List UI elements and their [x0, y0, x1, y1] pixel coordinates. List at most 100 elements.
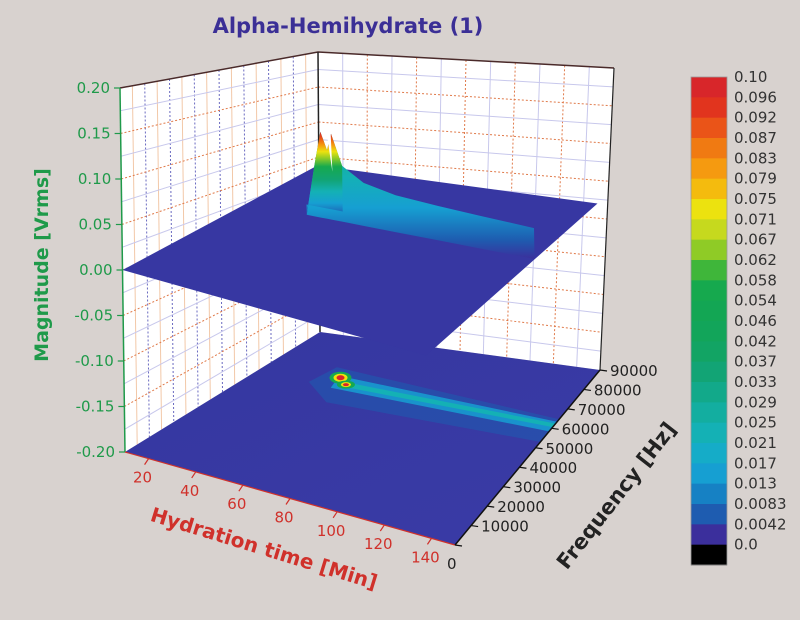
x-tick-mark: [285, 498, 291, 505]
colorbar: 0.10 0.096 0.092 0.087 0.083 0.079 0.075 0.071 0…: [690, 68, 787, 566]
z-tick-label: -0.05: [74, 307, 113, 325]
colorbar-label: 0.075: [734, 190, 777, 208]
z-tick-label: -0.20: [76, 443, 115, 461]
floor-hotspot: [342, 383, 349, 387]
x-tick-label: 80: [274, 509, 293, 527]
x-tick-mark: [426, 538, 432, 545]
colorbar-frame: [690, 76, 728, 566]
grid-line: [120, 104, 319, 157]
grid-line: [318, 104, 612, 126]
y-tick-mark: [487, 505, 495, 508]
x-tick-label: 40: [180, 482, 199, 500]
colorbar-label: 0.079: [734, 170, 777, 188]
colorbar-swatch: [691, 158, 727, 180]
colorbar-swatch: [691, 463, 727, 485]
colorbar-swatch: [691, 77, 727, 98]
colorbar-label: 0.083: [734, 149, 777, 167]
y-tick-mark: [471, 524, 479, 528]
y-tick-mark: [567, 408, 575, 411]
z-tick-label: -0.10: [75, 352, 114, 370]
z-axis: 0.20 0.15 0.10 0.05 0.00 -0.05 -0.10 -0.15 -0.20: [74, 79, 126, 461]
x-tick-mark: [144, 458, 150, 465]
x-axis-label: Hydration time [Min]: [148, 502, 381, 594]
y-tick-label: 50000: [546, 440, 594, 458]
x-tick-label: 140: [411, 548, 440, 566]
colorbar-label: 0.037: [734, 353, 777, 371]
grid-line: [318, 156, 609, 182]
y-tick-mark: [551, 427, 559, 430]
colorbar-label: 0.025: [734, 414, 777, 432]
colorbar-swatch: [691, 544, 727, 566]
y-tick-mark: [583, 388, 591, 392]
y-tick-label: 70000: [578, 401, 626, 419]
x-tick-label: 60: [227, 495, 246, 513]
grid-line: [506, 62, 516, 358]
y-tick-label: 20000: [497, 498, 545, 516]
colorbar-swatch: [691, 504, 727, 525]
x-tick-mark: [191, 471, 197, 479]
colorbar-label: 0.062: [734, 251, 777, 269]
peak-notch: [326, 132, 333, 172]
colorbar-label: 0.017: [734, 454, 777, 472]
colorbar-label: 0.0042: [734, 515, 787, 533]
colorbar-swatch: [691, 443, 727, 464]
x-tick-mark: [332, 511, 338, 519]
floor-contour-core: [339, 381, 556, 428]
z-tick-label: 0.05: [78, 216, 111, 234]
z-tick-label: 0.00: [79, 261, 112, 279]
grid-line: [193, 74, 199, 408]
grid-line: [318, 121, 611, 144]
colorbar-label: 0.10: [734, 68, 767, 86]
surface-plot: [122, 131, 598, 356]
colorbar-swatch: [691, 524, 727, 546]
y-tick-label: 10000: [481, 518, 529, 536]
y-tick-label: 40000: [529, 459, 577, 477]
grid-line: [121, 139, 319, 203]
y-tick-mark: [503, 486, 511, 489]
colorbar-label: 0.054: [734, 292, 777, 310]
z-axis-label: Magnitude [Vrms]: [31, 168, 53, 362]
y-tick-mark: [454, 544, 463, 547]
grid-line: [123, 261, 320, 362]
colorbar-swatch: [691, 402, 727, 424]
floor-plane: [125, 332, 600, 545]
colorbar-swatch: [691, 178, 727, 200]
colorbar-label: 0.071: [734, 210, 777, 228]
x-tick-label: 120: [364, 535, 393, 553]
colorbar-label: 0.029: [734, 393, 777, 411]
surface-plane: [122, 165, 598, 356]
colorbar-swatch: [691, 382, 727, 403]
grid-line: [318, 139, 610, 163]
colorbar-label: 0.096: [734, 88, 777, 106]
z-tick-label: 0.20: [77, 79, 110, 97]
surface-ridge: [306, 131, 535, 259]
x-tick-mark: [238, 484, 244, 492]
z-tick-label: -0.15: [76, 398, 115, 416]
y-tick-mark: [519, 466, 527, 469]
grid-line: [169, 78, 175, 423]
x-axis: 20 40 60 80 100 120 140: [124, 451, 456, 566]
colorbar-label: 0.067: [734, 231, 777, 249]
colorbar-swatch: [691, 260, 727, 281]
colorbar-swatch: [691, 300, 727, 322]
colorbar-swatch: [691, 97, 727, 119]
grid-line: [120, 86, 319, 134]
colorbar-label: 0.087: [734, 129, 777, 147]
surface-peak: [306, 131, 343, 215]
grid-line: [124, 314, 321, 430]
grid-line: [124, 296, 320, 407]
colorbar-swatch: [691, 483, 727, 505]
y-tick-label: 0: [447, 555, 457, 573]
colorbar-label: 0.058: [734, 271, 777, 289]
grid-line: [121, 156, 319, 225]
colorbar-label: 0.092: [734, 109, 777, 127]
colorbar-label: 0.042: [734, 332, 777, 350]
colorbar-swatch: [691, 321, 727, 342]
y-tick-label: 90000: [610, 362, 658, 380]
grid-line: [318, 86, 613, 107]
colorbar-swatch: [691, 199, 727, 220]
colorbar-swatch: [691, 219, 727, 241]
contour-floor: [125, 332, 600, 545]
y-tick-label: 60000: [562, 420, 610, 438]
